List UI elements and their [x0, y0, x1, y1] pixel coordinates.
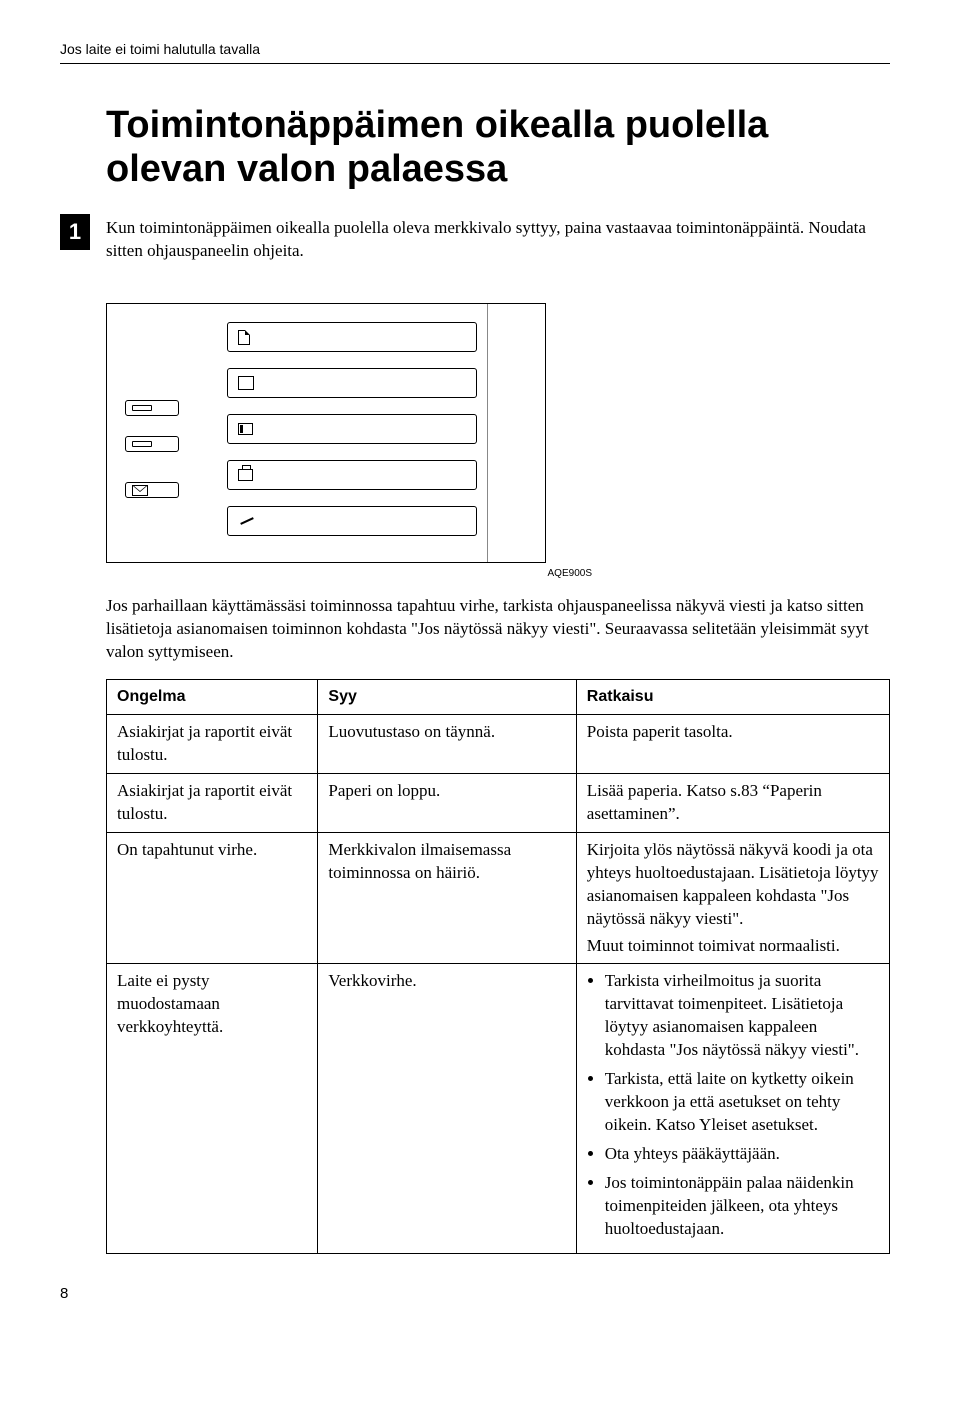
- bullet-item: Jos toimintonäppäin palaa näidenkin toim…: [605, 1172, 879, 1241]
- section-number-badge: 1: [60, 214, 90, 250]
- table-cell-para: Muut toiminnot toimivat normaalisti.: [587, 935, 879, 958]
- page-number: 8: [60, 1284, 890, 1304]
- after-figure-paragraph: Jos parhaillaan käyttämässäsi toiminnoss…: [106, 595, 890, 664]
- panel-mode-button-copy: [227, 322, 477, 352]
- figure-code: AQE900S: [106, 567, 592, 581]
- panel-mode-button-printer: [227, 460, 477, 490]
- control-panel-figure: AQE900S: [60, 303, 890, 581]
- printer-panel-svg: [106, 303, 546, 563]
- printer-icon: [238, 469, 253, 481]
- envelope-icon: [132, 485, 148, 496]
- table-cell: Lisää paperia. Katso s.83 “Paperin asett…: [576, 773, 889, 832]
- table-cell: Poista paperit tasolta.: [576, 715, 889, 774]
- bullet-item: Tarkista virheilmoitus ja suorita tarvit…: [605, 970, 879, 1062]
- bullet-item: Ota yhteys pääkäyttäjään.: [605, 1143, 879, 1166]
- intro-paragraph: Kun toimintonäppäimen oikealla puolella …: [106, 217, 890, 263]
- table-cell: Asiakirjat ja raportit eivät tulostu.: [107, 773, 318, 832]
- running-header: Jos laite ei toimi halutulla tavalla: [60, 40, 890, 64]
- scanner-icon: [240, 517, 254, 525]
- fax-icon: [238, 423, 253, 435]
- box-icon: [238, 376, 254, 390]
- table-cell: Luovutustaso on täynnä.: [318, 715, 576, 774]
- troubleshooting-table: Ongelma Syy Ratkaisu Asiakirjat ja rapor…: [106, 679, 890, 1253]
- panel-small-button-1: [125, 400, 179, 416]
- panel-small-button-3: [125, 482, 179, 498]
- table-row: Laite ei pysty muodostamaan verkkoyhteyt…: [107, 964, 890, 1253]
- table-cell: Paperi on loppu.: [318, 773, 576, 832]
- page-heading: Toimintonäppäimen oikealla puolella olev…: [106, 104, 890, 191]
- section-number-column: 1: [60, 214, 106, 250]
- table-cell: On tapahtunut virhe.: [107, 832, 318, 964]
- table-cell: Kirjoita ylös näytössä näkyvä koodi ja o…: [576, 832, 889, 964]
- document-icon: [238, 330, 250, 345]
- table-row: Asiakirjat ja raportit eivät tulostu. Lu…: [107, 715, 890, 774]
- table-header-problem: Ongelma: [107, 680, 318, 715]
- panel-small-button-2: [125, 436, 179, 452]
- bullet-item: Tarkista, että laite on kytketty oikein …: [605, 1068, 879, 1137]
- table-cell: Asiakirjat ja raportit eivät tulostu.: [107, 715, 318, 774]
- table-cell: Merkkivalon ilmaisemassa toiminnossa on …: [318, 832, 576, 964]
- table-header-cause: Syy: [318, 680, 576, 715]
- table-row: On tapahtunut virhe. Merkkivalon ilmaise…: [107, 832, 890, 964]
- panel-mode-button-docserver: [227, 368, 477, 398]
- table-cell: Verkkovirhe.: [318, 964, 576, 1253]
- table-cell: Tarkista virheilmoitus ja suorita tarvit…: [576, 964, 889, 1253]
- table-row: Asiakirjat ja raportit eivät tulostu. Pa…: [107, 773, 890, 832]
- panel-mode-button-scanner: [227, 506, 477, 536]
- table-cell: Laite ei pysty muodostamaan verkkoyhteyt…: [107, 964, 318, 1253]
- table-header-solution: Ratkaisu: [576, 680, 889, 715]
- table-cell-para: Kirjoita ylös näytössä näkyvä koodi ja o…: [587, 839, 879, 931]
- solution-bullets: Tarkista virheilmoitus ja suorita tarvit…: [587, 970, 879, 1240]
- panel-mode-button-fax: [227, 414, 477, 444]
